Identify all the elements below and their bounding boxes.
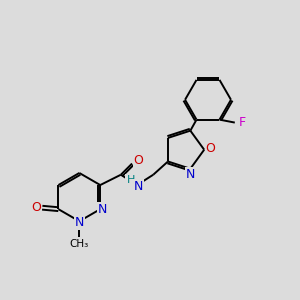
Text: H: H	[126, 175, 135, 185]
Text: CH₃: CH₃	[70, 239, 89, 249]
Text: F: F	[238, 116, 246, 129]
Text: N: N	[98, 203, 107, 216]
Text: N: N	[134, 180, 143, 193]
Text: O: O	[206, 142, 216, 155]
Text: O: O	[31, 201, 41, 214]
Text: O: O	[134, 154, 143, 167]
Text: N: N	[75, 216, 84, 229]
Text: N: N	[186, 168, 196, 181]
